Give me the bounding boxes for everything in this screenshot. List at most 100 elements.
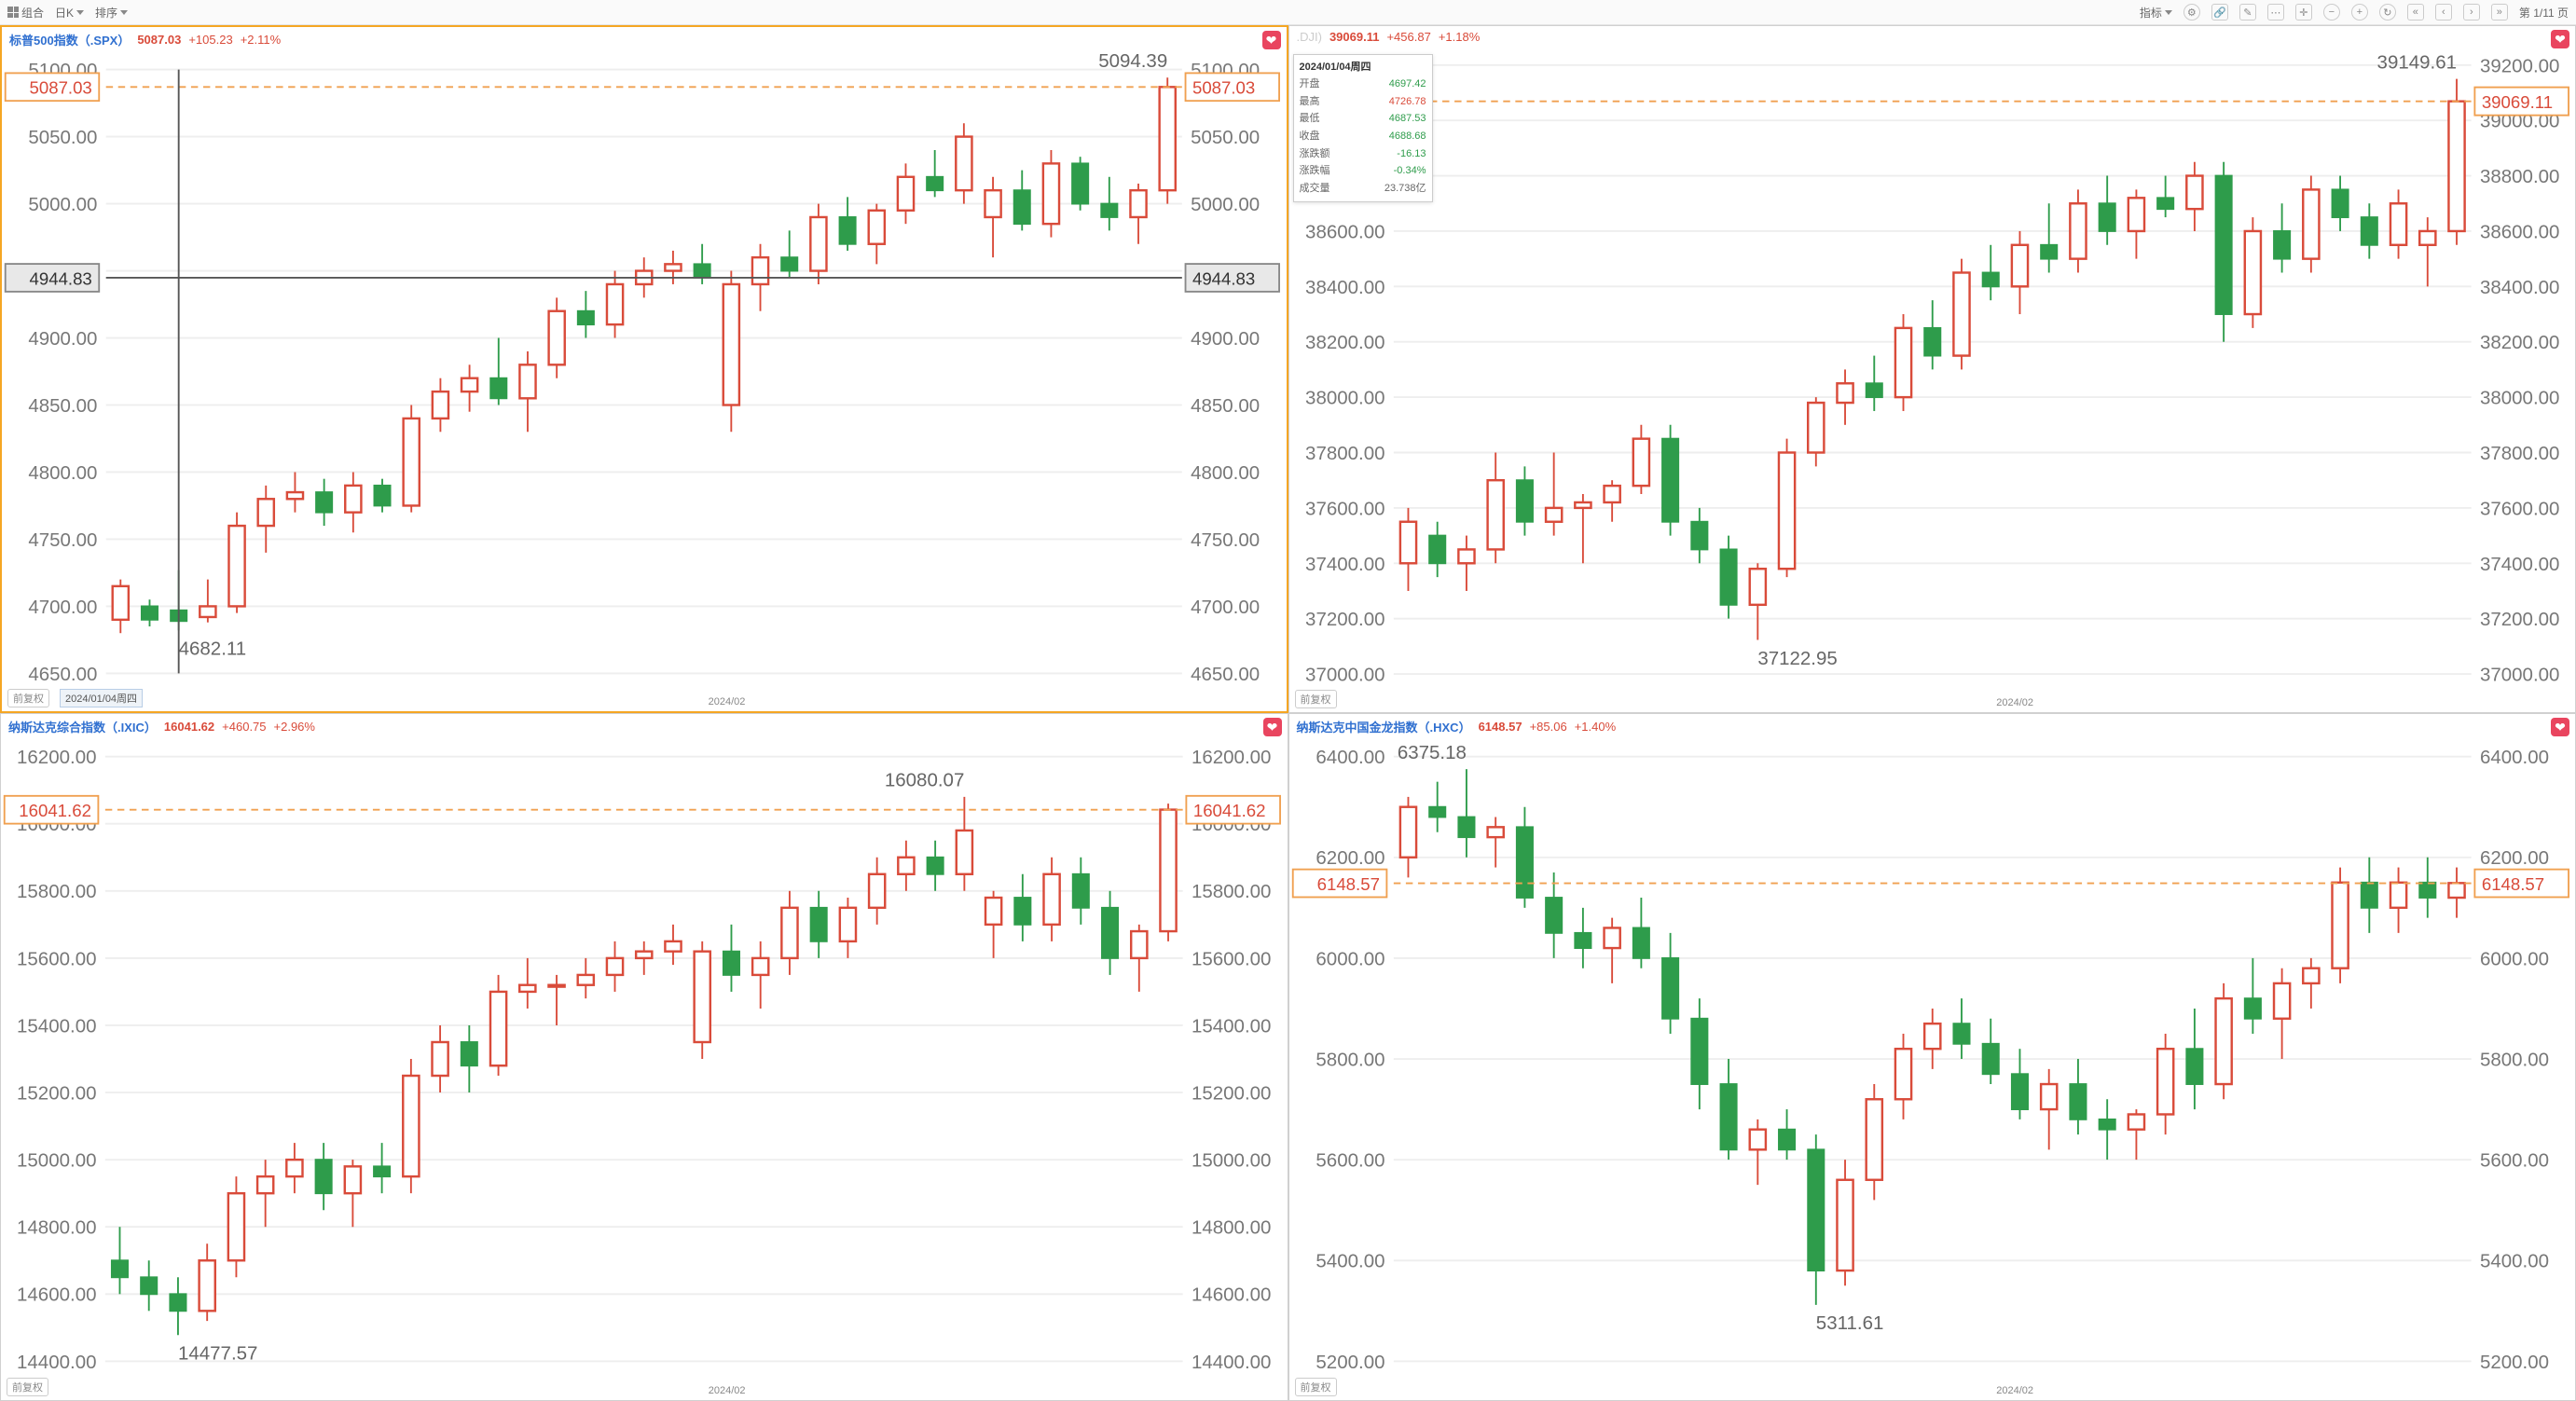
tooltip-row: 最高4726.78 <box>1300 93 1426 111</box>
page-last-icon[interactable]: » <box>2491 4 2508 21</box>
chart-panel-dji[interactable]: .DJI)39069.11+456.87+1.18%❤37000.0037000… <box>1288 25 2576 713</box>
adjust-mode-badge[interactable]: 前复权 <box>1295 1378 1337 1396</box>
chart-svg: 14400.0014400.0014600.0014600.0014800.00… <box>1 739 1288 1399</box>
last-price: 6148.57 <box>1479 720 1522 734</box>
sort-select[interactable]: 排序 <box>95 5 128 21</box>
svg-text:4750.00: 4750.00 <box>28 529 97 551</box>
chart-panel-spx[interactable]: 标普500指数（.SPX）5087.03+105.23+2.11%❤4650.0… <box>0 25 1288 713</box>
svg-text:4944.83: 4944.83 <box>1192 268 1255 288</box>
panel-header: 纳斯达克综合指数（.IXIC）16041.62+460.75+2.96%❤ <box>1 714 1288 739</box>
svg-text:5087.03: 5087.03 <box>1192 78 1255 98</box>
eraser-icon[interactable]: ✎ <box>2239 4 2256 21</box>
indicator-label: 指标 <box>2140 5 2162 21</box>
settings-icon[interactable]: ⚙ <box>2183 4 2200 21</box>
zoom-in-icon[interactable]: + <box>2351 4 2368 21</box>
svg-text:16200.00: 16200.00 <box>1192 747 1272 768</box>
svg-text:4650.00: 4650.00 <box>1191 664 1260 685</box>
adjust-mode-badge[interactable]: 前复权 <box>1295 690 1337 708</box>
svg-text:16041.62: 16041.62 <box>1193 802 1266 821</box>
chart-area[interactable]: 37000.0037000.0037200.0037200.0037400.00… <box>1289 48 2576 712</box>
svg-text:39149.61: 39149.61 <box>2376 51 2456 73</box>
favorite-button[interactable]: ❤ <box>2551 718 2569 736</box>
svg-text:38600.00: 38600.00 <box>1305 221 1384 242</box>
chart-panel-hxc[interactable]: 纳斯达克中国金龙指数（.HXC）6148.57+85.06+1.40%❤5200… <box>1288 713 2576 1400</box>
svg-text:5311.61: 5311.61 <box>1815 1312 1883 1334</box>
svg-text:38400.00: 38400.00 <box>2479 277 2558 298</box>
svg-text:38400.00: 38400.00 <box>1305 277 1384 298</box>
svg-text:16200.00: 16200.00 <box>17 747 97 768</box>
reset-icon[interactable]: ↻ <box>2379 4 2396 21</box>
link-icon[interactable]: 🔗 <box>2211 4 2228 21</box>
pager-text: 第 1/11 页 <box>2519 5 2569 21</box>
svg-text:5600.00: 5600.00 <box>2479 1150 2548 1172</box>
svg-text:38000.00: 38000.00 <box>1305 388 1384 409</box>
svg-text:14600.00: 14600.00 <box>1192 1284 1272 1306</box>
page-first-icon[interactable]: « <box>2407 4 2424 21</box>
tooltip-date: 2024/01/04周四 <box>1300 59 1426 74</box>
svg-text:6375.18: 6375.18 <box>1397 742 1466 763</box>
svg-text:15000.00: 15000.00 <box>1192 1150 1272 1172</box>
chart-svg: 5200.005200.005400.005400.005600.005600.… <box>1289 739 2576 1399</box>
layout-grid-btn[interactable]: 组合 <box>7 5 44 21</box>
chevron-down-icon <box>76 10 84 15</box>
zoom-out-icon[interactable]: − <box>2323 4 2340 21</box>
svg-text:14600.00: 14600.00 <box>17 1284 97 1306</box>
svg-text:39069.11: 39069.11 <box>2481 92 2552 112</box>
crosshair-icon[interactable]: ✛ <box>2295 4 2312 21</box>
svg-text:15200.00: 15200.00 <box>17 1083 97 1105</box>
svg-text:5400.00: 5400.00 <box>2479 1251 2548 1272</box>
period-select[interactable]: 日K <box>55 5 84 21</box>
ohlc-tooltip: 2024/01/04周四开盘4697.42最高4726.78最低4687.53收… <box>1293 54 1433 202</box>
svg-text:15600.00: 15600.00 <box>1192 949 1272 970</box>
svg-text:5087.03: 5087.03 <box>30 78 92 98</box>
panel-header: .DJI)39069.11+456.87+1.18%❤ <box>1289 26 2576 48</box>
svg-text:4944.83: 4944.83 <box>30 268 92 288</box>
tooltip-row: 收盘4688.68 <box>1300 128 1426 145</box>
price-change: +456.87 <box>1386 30 1430 44</box>
svg-text:14400.00: 14400.00 <box>17 1352 97 1373</box>
price-change-pct: +2.11% <box>241 33 282 47</box>
svg-text:4850.00: 4850.00 <box>1191 395 1260 417</box>
favorite-button[interactable]: ❤ <box>2551 30 2569 48</box>
svg-text:4800.00: 4800.00 <box>28 462 97 484</box>
x-axis-label: 2024/02 <box>1996 1385 2033 1396</box>
chart-area[interactable]: 5200.005200.005400.005400.005600.005600.… <box>1289 739 2576 1399</box>
indicator-select[interactable]: 指标 <box>2140 5 2172 21</box>
svg-text:6200.00: 6200.00 <box>1316 848 1384 870</box>
svg-text:38800.00: 38800.00 <box>2479 166 2558 187</box>
panel-header: 标普500指数（.SPX）5087.03+105.23+2.11%❤ <box>2 27 1287 52</box>
svg-text:37600.00: 37600.00 <box>1305 498 1384 519</box>
chart-svg: 4650.004650.004700.004700.004750.004750.… <box>2 52 1287 711</box>
x-axis-label: 2024/02 <box>709 1385 746 1396</box>
chart-area[interactable]: 14400.0014400.0014600.0014600.0014800.00… <box>1 739 1288 1399</box>
chart-panel-ixic[interactable]: 纳斯达克综合指数（.IXIC）16041.62+460.75+2.96%❤ 144… <box>0 713 1288 1400</box>
top-toolbar: 组合 日K 排序 指标 ⚙ 🔗 ✎ ⋯ ✛ − + ↻ « ‹ › » 第 1/… <box>0 0 2576 25</box>
svg-text:4750.00: 4750.00 <box>1191 529 1260 551</box>
tooltip-row: 最低4687.53 <box>1300 110 1426 128</box>
svg-text:5050.00: 5050.00 <box>28 127 97 148</box>
svg-text:4800.00: 4800.00 <box>1191 462 1260 484</box>
svg-text:4700.00: 4700.00 <box>1191 597 1260 618</box>
svg-text:37200.00: 37200.00 <box>1305 609 1384 630</box>
svg-text:5400.00: 5400.00 <box>1316 1251 1384 1272</box>
svg-text:6400.00: 6400.00 <box>1316 747 1384 768</box>
chevron-down-icon <box>2165 10 2172 15</box>
adjust-mode-badge[interactable]: 前复权 <box>7 689 49 707</box>
favorite-button[interactable]: ❤ <box>1262 31 1281 49</box>
svg-text:14477.57: 14477.57 <box>178 1343 258 1365</box>
svg-text:5800.00: 5800.00 <box>1316 1050 1384 1071</box>
chart-area[interactable]: 4650.004650.004700.004700.004750.004750.… <box>2 52 1287 711</box>
page-prev-icon[interactable]: ‹ <box>2435 4 2452 21</box>
adjust-mode-badge[interactable]: 前复权 <box>7 1378 48 1396</box>
sort-label: 排序 <box>95 5 117 21</box>
panel-title: 纳斯达克中国金龙指数（.HXC） <box>1297 718 1471 735</box>
svg-text:37000.00: 37000.00 <box>1305 665 1384 686</box>
page-next-icon[interactable]: › <box>2463 4 2480 21</box>
favorite-button[interactable]: ❤ <box>1263 718 1282 736</box>
period-label: 日K <box>55 5 74 21</box>
bracket-icon[interactable]: ⋯ <box>2267 4 2284 21</box>
panel-code-faint: .DJI) <box>1297 30 1322 44</box>
svg-text:38200.00: 38200.00 <box>1305 332 1384 353</box>
last-price: 39069.11 <box>1329 30 1380 44</box>
price-change: +85.06 <box>1530 720 1567 734</box>
